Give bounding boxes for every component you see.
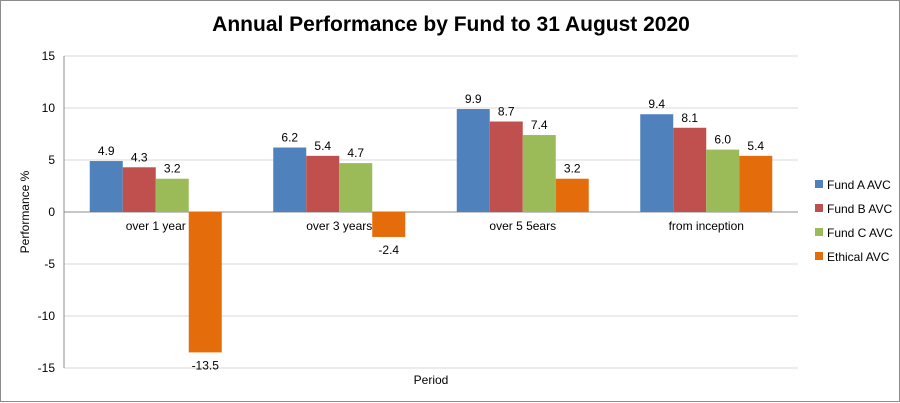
- category-labels: over 1 year over 3 years over 5 5ears from …: [126, 219, 744, 233]
- bar: [188, 212, 222, 353]
- bar: [489, 121, 523, 212]
- data-label: 5.4: [314, 139, 331, 153]
- category-label: over 5 5ears: [489, 219, 556, 233]
- bar: [555, 178, 589, 212]
- data-label: 4.9: [98, 144, 115, 158]
- bar: [339, 163, 373, 212]
- bar: [372, 212, 406, 237]
- data-label: 8.1: [681, 111, 698, 125]
- y-tick-label: -10: [38, 309, 56, 323]
- data-label: 7.4: [531, 118, 548, 132]
- bar: [306, 155, 340, 212]
- y-tick-label: 10: [42, 101, 56, 115]
- data-label: 6.0: [714, 133, 731, 147]
- bar: [522, 135, 556, 212]
- legend-swatch: [815, 204, 823, 212]
- x-axis-title: Period: [414, 373, 449, 387]
- bar: [89, 161, 123, 212]
- data-label: 9.9: [465, 92, 482, 106]
- data-label: 8.7: [498, 105, 515, 119]
- category-label: over 1 year: [126, 219, 186, 233]
- y-tick-label: 5: [48, 153, 55, 167]
- data-labels: 4.9 4.3 3.2 -13.5 6.2 5.4 4.7 -2.4 9.9 8.7 7.4 3.2 9…: [98, 92, 765, 372]
- legend: Fund A AVC Fund B AVC Fund C AVC Ethical AV…: [815, 178, 893, 264]
- category-label: from inception: [669, 219, 744, 233]
- bar: [706, 149, 740, 212]
- bar: [640, 114, 674, 212]
- bar: [155, 178, 189, 212]
- data-label: 3.2: [564, 162, 581, 176]
- legend-swatch: [815, 228, 823, 236]
- legend-swatch: [815, 180, 823, 188]
- bar: [673, 127, 707, 212]
- data-label: 6.2: [281, 131, 298, 145]
- y-tick-label: -5: [44, 257, 55, 271]
- data-label: 4.3: [131, 150, 148, 164]
- data-label: 3.2: [164, 162, 181, 176]
- bar: [122, 167, 156, 212]
- legend-label: Fund A AVC: [827, 178, 891, 192]
- data-label: 4.7: [347, 146, 364, 160]
- bar: [273, 147, 307, 212]
- data-label: -13.5: [192, 358, 220, 372]
- data-label: -2.4: [378, 243, 399, 257]
- legend-label: Ethical AVC: [827, 250, 890, 264]
- legend-label: Fund C AVC: [827, 226, 893, 240]
- data-label: 9.4: [648, 97, 665, 111]
- category-label: over 3 years: [306, 219, 372, 233]
- y-tick-label: 0: [48, 205, 55, 219]
- y-tick-label: 15: [42, 49, 56, 63]
- legend-swatch: [815, 252, 823, 260]
- y-axis-ticks: 15 10 5 0 -5 -10 -15: [38, 49, 56, 375]
- bars: [89, 109, 773, 353]
- bar: [739, 155, 773, 212]
- data-label: 5.4: [747, 139, 764, 153]
- y-axis-title: Performance %: [18, 170, 32, 253]
- legend-label: Fund B AVC: [827, 202, 892, 216]
- y-tick-label: -15: [38, 361, 56, 375]
- bar: [456, 109, 490, 212]
- chart-title: Annual Performance by Fund to 31 August …: [212, 13, 690, 36]
